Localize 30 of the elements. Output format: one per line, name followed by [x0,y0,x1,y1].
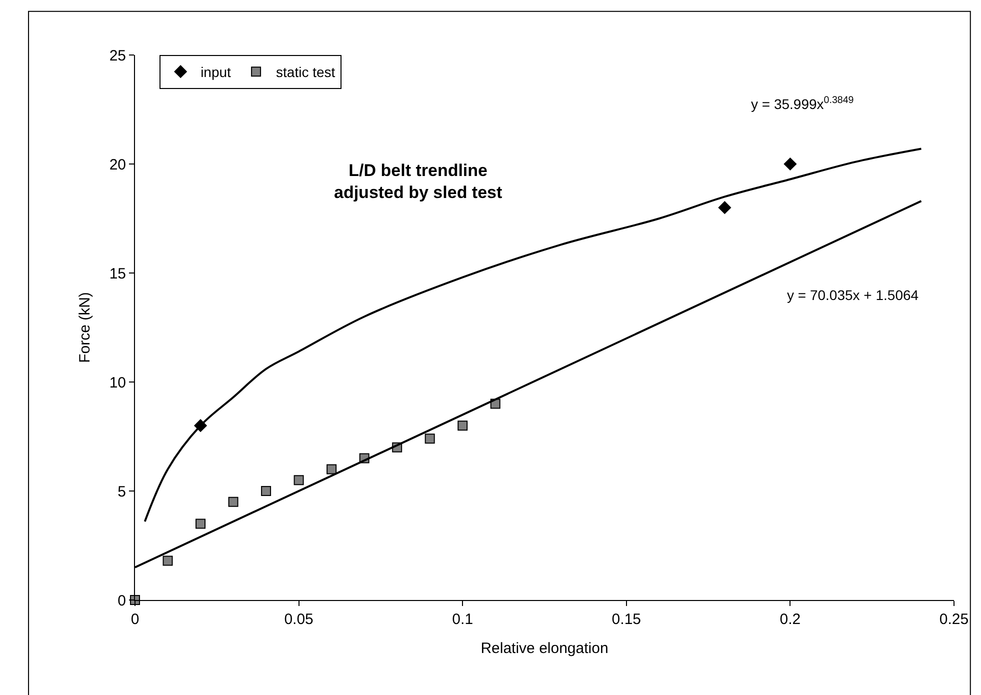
point [196,518,206,529]
y-tick-label: 10 [109,374,126,392]
point [162,556,173,566]
point [458,420,468,431]
y-tick-label: 25 [109,47,126,64]
point [261,486,272,496]
x-tick-label: 0.05 [284,611,314,628]
y-tick-label: 5 [118,483,126,500]
y-axis-title: Force (kN) [76,292,94,363]
x-tick-label: 0 [130,611,140,628]
y-tick-label: 15 [109,265,126,282]
annotation: y = 70.035x + 1.5064 [787,287,919,303]
annotation: L/D belt trendline adjusted by sled test [334,161,502,202]
point [228,496,238,507]
point [424,434,435,444]
point [718,201,732,214]
line-series [144,148,922,523]
x-axis-title: Relative elongation [480,640,608,657]
point [326,464,337,474]
annotation: y = 35.999x$^{0.3849}$ [751,95,854,112]
x-tick-label: 0.15 [612,611,641,628]
x-tick-label: 0.2 [780,611,801,628]
legend-label: static test [276,64,336,80]
y-tick-label: 0 [118,592,126,610]
y-tick-label: 20 [109,156,126,174]
point [294,475,304,486]
x-tick-label: 0.25 [939,611,969,628]
point [784,158,797,170]
x-tick-label: 0.1 [452,611,474,628]
legend-label: input [200,64,232,80]
